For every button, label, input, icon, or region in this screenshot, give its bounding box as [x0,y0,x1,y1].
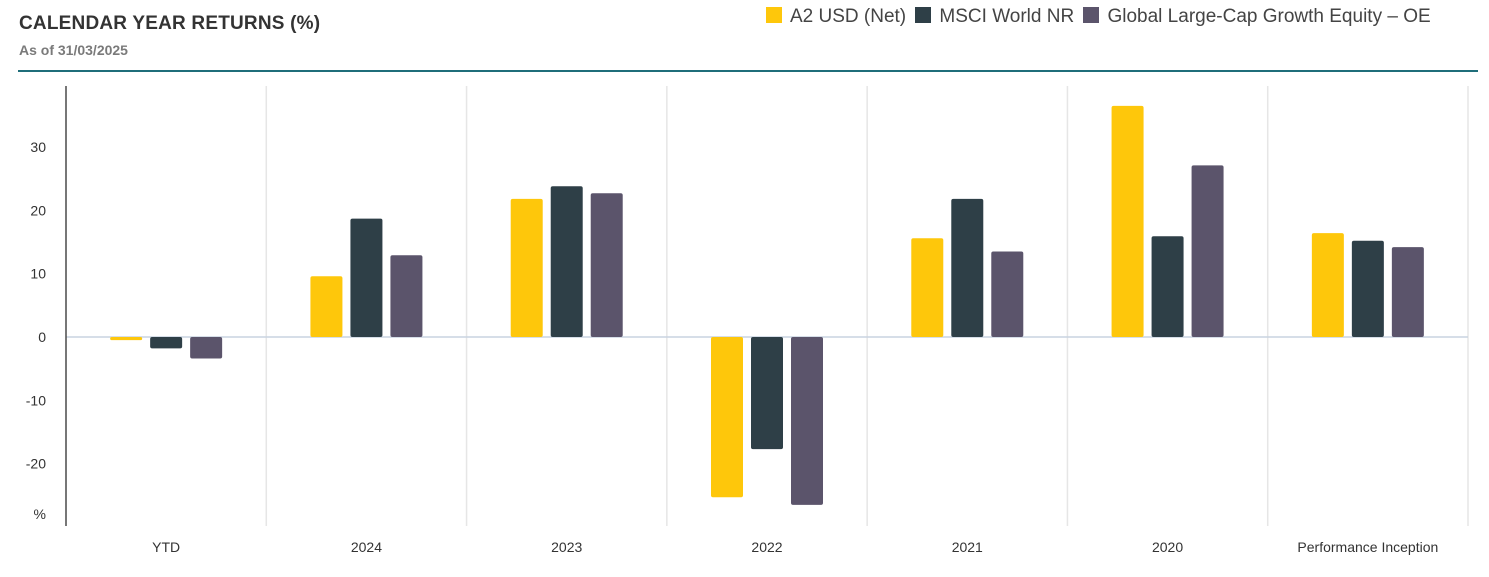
x-tick-label: 2023 [551,539,582,555]
bar-2-0 [510,198,543,337]
y-unit-label: % [34,506,46,522]
bar-1-0 [310,276,343,337]
legend-item-index[interactable]: MSCI World NR [915,6,1083,27]
bar-0-2 [190,337,223,359]
chart-title: CALENDAR YEAR RETURNS (%) [19,13,321,34]
bar-6-0 [1311,233,1344,337]
x-tick-label: 2020 [1152,539,1183,555]
bar-6-2 [1391,247,1424,337]
y-tick-label: 20 [30,202,46,218]
legend-swatch-fund [766,7,782,23]
legend-label-index: MSCI World NR [939,6,1075,27]
bar-0-0 [110,337,143,341]
bar-1-2 [390,255,423,337]
legend-label-category: Global Large-Cap Growth Equity – OE [1107,6,1431,27]
legend-swatch-index [915,7,932,23]
bar-4-0 [911,238,944,337]
bar-3-0 [711,337,743,498]
bar-3-1 [751,337,783,450]
header-divider [18,70,1478,72]
y-tick-label: 0 [38,329,46,345]
x-tick-label: 2022 [751,539,782,555]
bar-3-2 [791,337,823,505]
legend-label-fund: A2 USD (Net) [790,6,907,27]
bar-5-0 [1111,105,1144,337]
bar-5-1 [1151,236,1184,337]
as-of-date: As of 31/03/2025 [19,42,128,58]
bar-1-1 [350,218,383,337]
legend: A2 USD (Net) MSCI World NR Global Large-… [766,2,1466,31]
x-tick-label: 2021 [952,539,983,555]
legend-item-category[interactable]: Global Large-Cap Growth Equity – OE [1083,6,1434,27]
bar-6-1 [1351,240,1384,337]
chart-header: CALENDAR YEAR RETURNS (%) As of 31/03/20… [0,0,1489,72]
x-tick-label: Performance Inception [1297,539,1438,555]
x-tick-label: 2024 [351,539,382,555]
y-tick-label: -10 [26,392,46,408]
bar-0-1 [150,337,183,349]
legend-item-fund[interactable]: A2 USD (Net) [766,6,915,27]
bar-2-1 [550,186,583,337]
bar-5-2 [1191,165,1224,337]
y-tick-label: 30 [30,139,46,155]
bar-4-1 [951,198,984,337]
bar-2-2 [590,193,623,337]
y-tick-label: -20 [26,456,46,472]
legend-swatch-category [1083,7,1100,23]
bar-chart: 30 20 10 0 -10 -20% YTD 2024 2023 2022 2021 2020 Per… [26,86,1469,555]
bar-4-2 [991,251,1024,337]
y-tick-label: 10 [30,266,46,282]
x-tick-label: YTD [152,539,180,555]
